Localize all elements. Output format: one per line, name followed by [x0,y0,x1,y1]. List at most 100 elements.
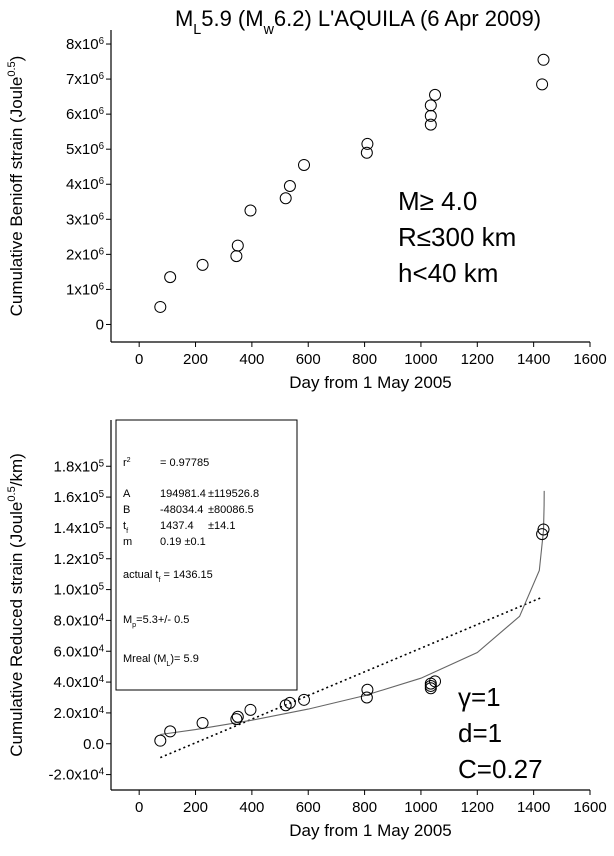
fit-text: 0.19 ±0.1 [160,536,206,548]
point [360,691,373,704]
text-part: = 0.97785 [160,457,209,469]
text-part: 0.5 [6,486,18,501]
tick-exponent: 6 [99,141,104,152]
tick-mantissa: 4x10 [66,176,99,193]
y-axis-label: Cumulative Reduced strain (Joule0.5/km) [6,453,27,757]
point [424,109,437,122]
x-tick-label: 200 [183,799,208,816]
fit-text: B [123,504,130,516]
tick-mantissa: 5x10 [66,141,99,158]
x-tick-label: 1200 [461,351,494,368]
point [154,300,167,313]
tick-mantissa: -2.0x10 [49,767,99,784]
tick-mantissa: 1.4x10 [54,520,99,537]
tick-exponent: 4 [99,704,105,715]
text-part: -48034.4 [160,504,203,516]
text-part: Mreal (M [123,653,166,665]
text-part: Day from 1 May 2005 [289,821,452,840]
tick-exponent: 4 [99,766,105,777]
text-part: Cumulative Benioff strain (Joule [7,77,26,317]
tick-mantissa: 1.0x10 [54,582,99,599]
tick-exponent: 6 [99,36,104,47]
tick-mantissa: 6x10 [66,106,99,123]
chart: ML5.9 (Mw6.2) L'AQUILA (6 Apr 2009) 0 200 4… [6,6,607,392]
tick-exponent: 5 [99,519,105,530]
y-tick-label: 2.0x104 [54,704,105,722]
x-tick-label: 1600 [573,799,606,816]
y-axis-label: Cumulative Benioff strain (Joule0.5) [6,56,27,317]
y-tick-label: 5x106 [66,141,104,159]
chart-title: ML5.9 (Mw6.2) L'AQUILA (6 Apr 2009) [175,6,541,38]
tick-mantissa: 2.0x10 [54,705,99,722]
point [536,78,549,91]
text-part: 2 [127,456,131,464]
tick-exponent: 5 [99,458,105,469]
fit-text: r2 [123,456,131,469]
text-part: r [123,457,127,469]
point [360,146,373,159]
text-part: ±119526.8 [208,488,259,500]
point [298,693,311,706]
text-part: 6.2) L'AQUILA (6 Apr 2009) [274,6,541,31]
tick-exponent: 5 [99,550,105,561]
text-part: f [126,527,128,535]
text-part: L [193,22,201,38]
tick-mantissa: 1.6x10 [54,489,99,506]
point [283,180,296,192]
text-part: ±14.1 [208,520,235,532]
text-part: M [123,614,132,626]
trend-line [159,596,543,759]
text-part: /km) [7,453,26,486]
x-tick-label: 600 [296,799,321,816]
point [424,679,437,692]
x-tick-label: 1000 [404,799,437,816]
fit-box [115,419,298,691]
fit-text: -48034.4 [160,504,203,516]
y-tick-label: 1.6x105 [54,489,105,507]
x-tick-label: 1600 [573,351,606,368]
y-tick-label: 0 [96,316,104,333]
text-part: 1437.4 [160,520,194,532]
point [230,250,243,263]
point [537,53,550,66]
fit-text: actual tf = 1436.15 [123,569,213,584]
annotation: h<40 km [398,258,498,288]
tick-exponent: 6 [99,176,104,187]
fit-text: Mreal (ML)= 5.9 [123,653,199,668]
tick-mantissa: 3x10 [66,211,99,228]
annotation: γ=1 [458,682,501,712]
annotation: M≥ 4.0 [398,186,477,216]
point [361,683,374,696]
x-tick-label: 0 [135,799,143,816]
point [424,99,437,112]
point [244,703,257,716]
y-tick-label: 6x106 [66,106,104,124]
tick-mantissa: 4.0x10 [54,674,99,691]
text-part: )= 5.9 [170,653,198,665]
fit-text: tf [123,520,128,535]
x-tick-label: 0 [135,351,143,368]
x-tick-label: 200 [183,351,208,368]
x-tick-label: 400 [239,351,264,368]
x-axis-label: Day from 1 May 2005 [289,373,452,392]
y-tick-label: 6.0x104 [54,643,105,661]
fit-text: A [123,488,131,500]
fit-text: ±119526.8 [208,488,259,500]
text-part: 5.9 (M [201,6,263,31]
text-part: actual t [123,569,158,581]
tick-mantissa: 1.2x10 [54,551,99,568]
tick-exponent: 6 [99,106,104,117]
point [196,258,209,271]
point [424,118,437,131]
fit-text: 194981.4 [160,488,206,500]
tick-exponent: 5 [99,581,105,592]
fit-text: ±14.1 [208,520,235,532]
tick-exponent: 6 [99,71,104,82]
point [429,675,442,688]
x-tick-label: 600 [296,351,321,368]
y-tick-label: 7x106 [66,71,104,89]
tick-exponent: 6 [99,246,104,257]
tick-exponent: 5 [99,489,105,500]
